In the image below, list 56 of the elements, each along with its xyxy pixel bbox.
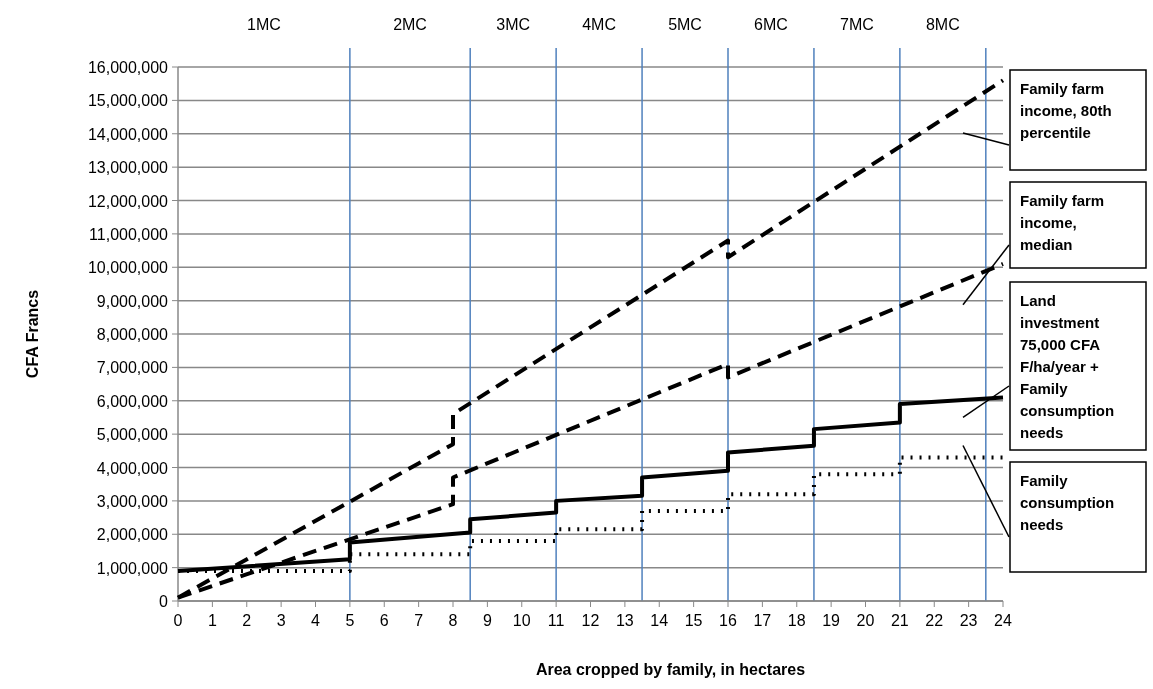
x-tick-label: 3 (276, 612, 286, 629)
text: 1MC (247, 16, 281, 33)
x-tick-label: 7 (414, 612, 424, 629)
x-tick-label: 2 (242, 612, 252, 629)
x-tick-label: 20 (856, 612, 875, 629)
y-tick-label: 14,000,000 (87, 125, 169, 143)
x-tick-label: 11 (547, 612, 565, 629)
y-tick-label: 10,000,000 (87, 259, 169, 277)
text: Land investment 75,000 CFA F/ha/year + Family consumption needs (1020, 292, 1115, 441)
y-tick-label: 9,000,000 (96, 292, 169, 310)
x-tick-label: 8 (448, 612, 458, 629)
text: 4MC (582, 16, 616, 33)
text: 6MC (754, 16, 788, 33)
x-tick-label: 1 (207, 612, 217, 629)
series-label: Family farm income, median (1020, 192, 1105, 253)
x-tick-label: 16 (719, 612, 737, 629)
text: 2MC (393, 16, 427, 33)
y-tick-label: 15,000,000 (87, 92, 169, 110)
y-tick-label: 6,000,000 (96, 392, 169, 410)
x-tick-label: 17 (753, 612, 772, 629)
y-tick-label: 16,000,000 (87, 59, 169, 76)
series-label: Family farm income, 80th percentile (1020, 80, 1112, 141)
text: 8MC (925, 16, 960, 33)
text: 5MC (668, 16, 702, 33)
y-axis-title: CFA Francs (24, 289, 41, 379)
y-tick-label: 0 (159, 593, 169, 610)
x-tick-label: 22 (925, 612, 944, 629)
x-tick-label: 13 (615, 612, 634, 629)
x-tick-label: 0 (173, 612, 183, 629)
x-tick-label: 5 (345, 612, 355, 629)
text: 7MC (840, 16, 874, 33)
y-tick-label: 5,000,000 (96, 426, 169, 444)
x-tick-label: 4 (311, 612, 321, 629)
x-tick-label: 23 (959, 612, 978, 629)
y-tick-label: 3,000,000 (96, 492, 169, 510)
x-tick-label: 19 (822, 612, 841, 629)
x-tick-label: 6 (379, 612, 389, 629)
y-tick-label: 8,000,000 (96, 326, 169, 343)
y-tick-label: 1,000,000 (96, 559, 169, 577)
x-tick-label: 14 (650, 612, 669, 629)
x-tick-label: 24 (994, 612, 1012, 629)
x-tick-label: 10 (512, 612, 531, 629)
y-tick-label: 2,000,000 (96, 526, 169, 544)
x-tick-label: 21 (890, 612, 909, 629)
series-label: Family consumption needs (1020, 472, 1115, 533)
x-tick-label: 18 (787, 612, 806, 629)
text: 3MC (496, 16, 531, 33)
x-tick-label: 12 (581, 612, 600, 629)
y-tick-label: 13,000,000 (87, 159, 169, 177)
y-tick-label: 7,000,000 (96, 359, 169, 377)
x-tick-label: 9 (482, 612, 492, 629)
x-axis-title: Area cropped by family, in hectares (535, 661, 806, 678)
y-tick-label: 12,000,000 (87, 192, 169, 210)
y-tick-label: 11,000,000 (89, 225, 169, 243)
x-tick-label: 15 (684, 612, 703, 629)
y-tick-label: 4,000,000 (96, 459, 169, 477)
